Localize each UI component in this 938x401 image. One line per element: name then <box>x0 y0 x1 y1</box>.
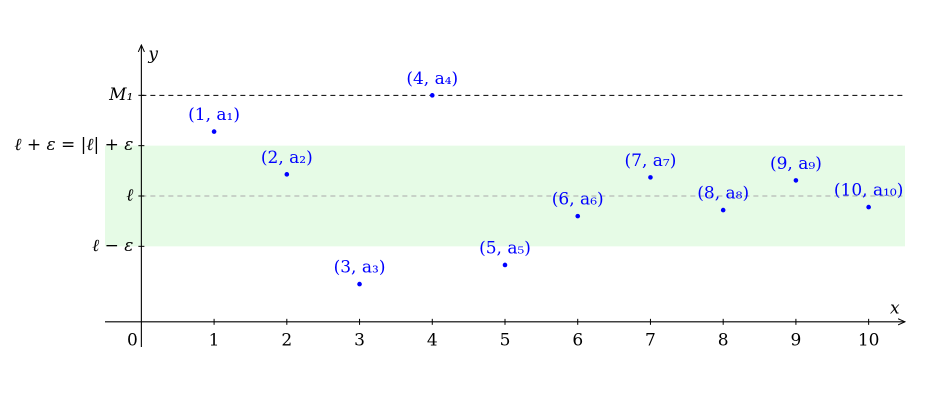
point <box>357 281 362 287</box>
point <box>866 204 871 210</box>
y-tick-label: ℓ <box>126 186 133 206</box>
y-tick-label: M₁ <box>108 85 133 105</box>
point-label: (9, a₉) <box>770 154 822 174</box>
point-label: (6, a₆) <box>552 190 604 210</box>
point <box>793 178 799 183</box>
x-tick-label: 10 <box>858 330 880 350</box>
point <box>720 207 726 213</box>
point-label: (3, a₃) <box>334 258 386 278</box>
x-axis-label: x <box>890 298 900 318</box>
y-tick-label: ℓ + ε = |ℓ| + ε <box>14 135 133 155</box>
point-label: (4, a₄) <box>406 69 458 89</box>
x-tick-label: 4 <box>427 330 438 350</box>
point-label: (1, a₁) <box>188 105 240 125</box>
point-label: (2, a₂) <box>261 148 313 168</box>
point-label: (10, a₁₀) <box>834 181 903 201</box>
x-tick-label: 5 <box>500 330 511 350</box>
x-tick-label: 6 <box>572 330 583 350</box>
x-tick-label: 3 <box>354 330 365 350</box>
point <box>502 262 508 268</box>
x-tick-label: 1 <box>209 330 220 350</box>
y-tick-label: ℓ − ε <box>92 236 133 256</box>
point <box>648 175 653 180</box>
x-tick-label: 9 <box>790 330 801 350</box>
point-label: (5, a₅) <box>479 238 531 258</box>
point <box>284 172 290 177</box>
y-axis-label: y <box>147 45 158 65</box>
point-label: (7, a₇) <box>625 151 677 171</box>
x-tick-label: 8 <box>718 330 729 350</box>
point <box>429 93 435 98</box>
x-tick-label: 7 <box>645 330 656 350</box>
point <box>575 213 581 219</box>
x-tick-label: 0 <box>127 330 138 350</box>
point <box>211 129 217 134</box>
point-label: (8, a₈) <box>697 184 749 204</box>
x-tick-label: 2 <box>281 330 292 350</box>
